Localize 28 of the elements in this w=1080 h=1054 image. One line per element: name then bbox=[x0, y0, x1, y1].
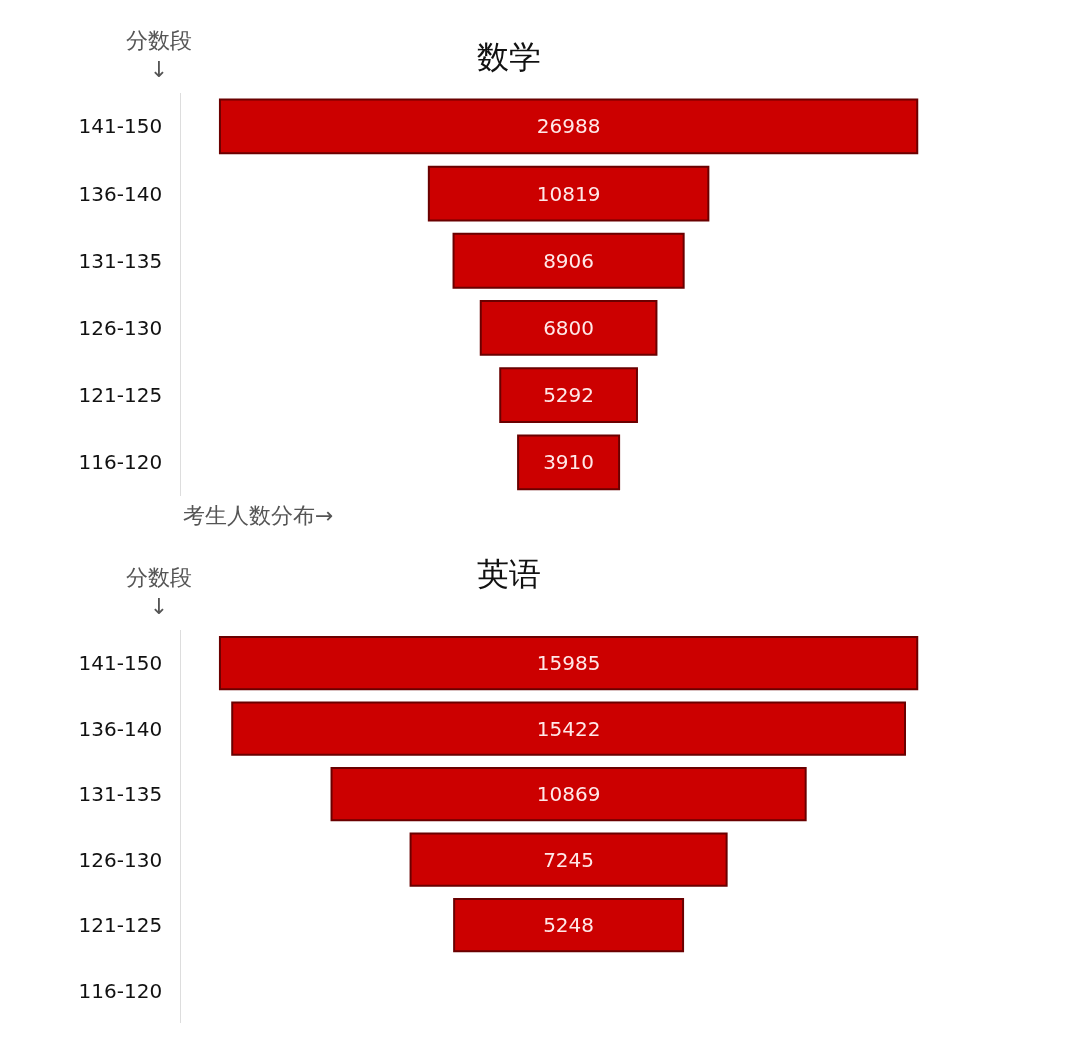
data-label: 10819 bbox=[536, 181, 601, 206]
text: 考生人数分布→ bbox=[183, 503, 334, 528]
data-label: 26988 bbox=[536, 114, 601, 139]
category-label: 126-130 bbox=[78, 847, 163, 872]
data-label: 5248 bbox=[543, 913, 595, 938]
category-label: 131-135 bbox=[78, 248, 163, 273]
category-label: 141-150 bbox=[78, 651, 163, 676]
category-label: 121-125 bbox=[78, 383, 163, 408]
category-label: 131-135 bbox=[78, 782, 163, 807]
category-label: 141-150 bbox=[78, 114, 163, 139]
data-label: 5292 bbox=[543, 383, 595, 408]
category-label: 116-120 bbox=[78, 978, 163, 1003]
category-label: 116-120 bbox=[78, 450, 163, 475]
category-label: 126-130 bbox=[78, 315, 163, 340]
data-label: 3910 bbox=[543, 450, 595, 475]
data-label: 6800 bbox=[543, 315, 595, 340]
category-label: 121-125 bbox=[78, 913, 163, 938]
category-label: 136-140 bbox=[78, 181, 163, 206]
text: 数学 bbox=[477, 38, 541, 76]
data-label: 7245 bbox=[543, 847, 595, 872]
data-label: 15985 bbox=[536, 651, 601, 676]
data-label: 8906 bbox=[543, 248, 595, 273]
text: 英语 bbox=[477, 555, 541, 593]
data-label: 15422 bbox=[536, 716, 601, 741]
data-label: 10869 bbox=[536, 782, 601, 807]
category-label: 136-140 bbox=[78, 716, 163, 741]
text: 分数段 ↓ bbox=[126, 28, 192, 82]
text: 分数段 ↓ bbox=[126, 565, 192, 619]
